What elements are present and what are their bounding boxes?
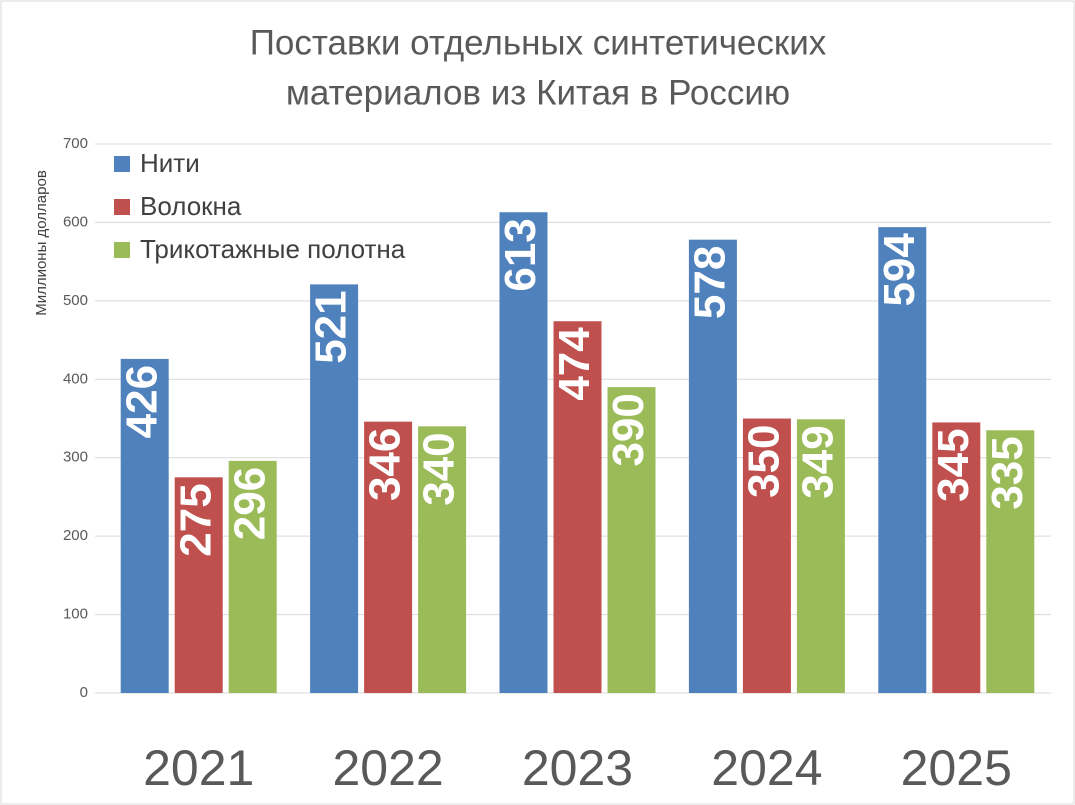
x-tick-label: 2025 <box>901 740 1012 796</box>
data-label: 578 <box>686 246 735 319</box>
bar <box>878 227 927 694</box>
bar <box>742 418 791 693</box>
legend-swatch <box>114 199 130 215</box>
x-tick-label: 2024 <box>711 740 822 796</box>
legend-label: Нити <box>140 148 200 178</box>
y-tick-label: 0 <box>80 684 88 701</box>
bar <box>174 477 223 693</box>
bar <box>364 421 413 693</box>
bar <box>796 419 845 693</box>
x-tick-label: 2023 <box>522 740 633 796</box>
bar <box>418 426 467 693</box>
data-label: 521 <box>307 290 356 363</box>
bar <box>120 358 169 693</box>
bar <box>553 321 602 693</box>
data-label: 346 <box>361 428 410 501</box>
data-label: 594 <box>875 233 924 307</box>
bar <box>310 284 359 693</box>
data-label: 350 <box>740 425 789 498</box>
data-label: 335 <box>983 436 1032 509</box>
data-label: 340 <box>415 432 464 505</box>
data-label: 390 <box>604 393 653 466</box>
data-label: 349 <box>794 425 843 498</box>
y-tick-label: 600 <box>63 213 88 230</box>
legend-label: Трикотажные полотна <box>140 234 406 264</box>
y-tick-label: 700 <box>63 135 88 152</box>
x-tick-label: 2022 <box>332 740 443 796</box>
bar <box>499 212 548 694</box>
y-tick-label: 400 <box>63 370 88 387</box>
chart-title: Поставки отдельных синтетических <box>250 23 827 62</box>
y-tick-label: 200 <box>63 527 88 544</box>
x-tick-label: 2021 <box>143 740 254 796</box>
legend-swatch <box>114 156 130 172</box>
data-label: 474 <box>550 327 599 401</box>
data-label: 426 <box>117 365 166 438</box>
y-tick-label: 100 <box>63 606 88 623</box>
bar <box>688 239 737 693</box>
bar <box>607 387 656 693</box>
data-label: 296 <box>225 467 274 540</box>
y-tick-label: 500 <box>63 292 88 309</box>
data-label: 275 <box>171 483 220 556</box>
chart-title: материалов из Китая в Россию <box>286 73 790 112</box>
y-tick-label: 300 <box>63 449 88 466</box>
legend-swatch <box>114 242 130 258</box>
bar <box>986 430 1035 693</box>
legend-label: Волокна <box>140 191 242 221</box>
data-label: 613 <box>496 218 545 291</box>
bar <box>932 422 981 693</box>
bar <box>228 460 277 693</box>
y-axis-label: Миллионы долларов <box>33 170 50 316</box>
data-label: 345 <box>929 428 978 501</box>
